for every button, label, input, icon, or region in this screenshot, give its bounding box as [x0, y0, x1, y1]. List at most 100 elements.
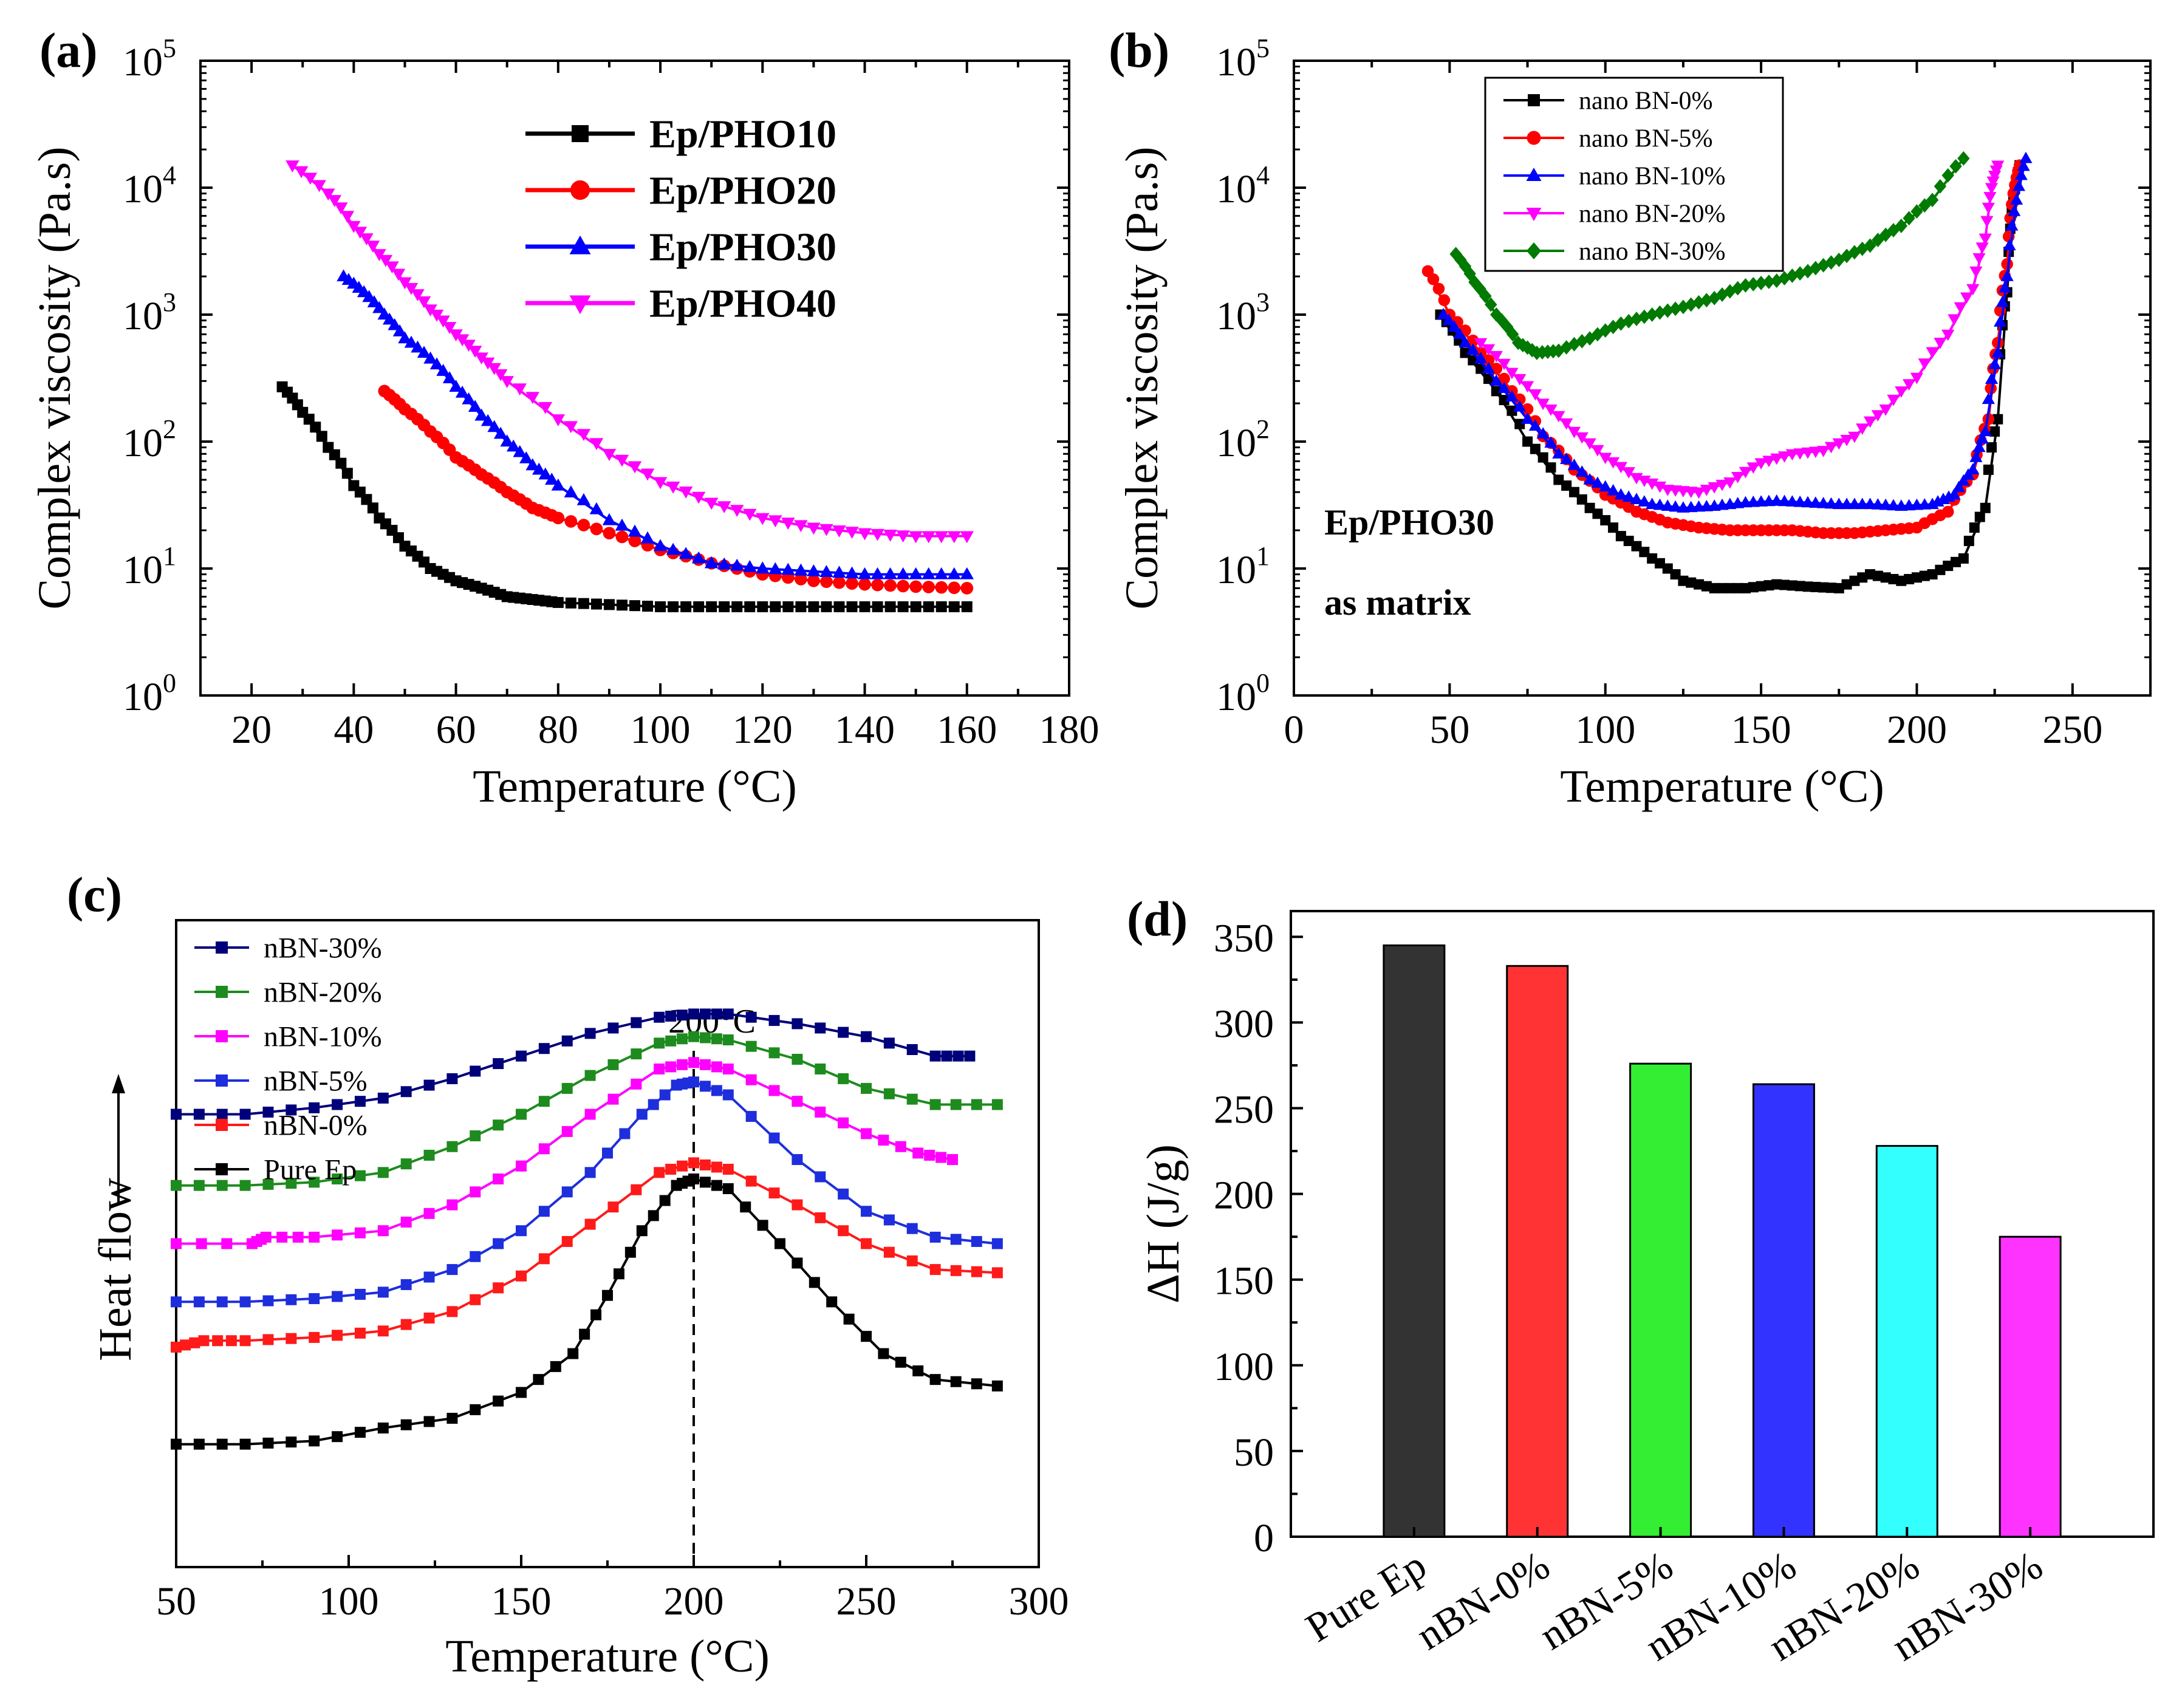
- legend-marker: [1527, 242, 1541, 259]
- data-point: [564, 515, 578, 528]
- data-point: [1528, 389, 1542, 401]
- series-nano-bn-20-: [1474, 160, 2005, 499]
- data-point: [1927, 569, 1938, 580]
- data-point: [1969, 522, 1980, 533]
- data-point: [1980, 216, 1994, 228]
- legend-label: nano BN-20%: [1579, 200, 1725, 228]
- data-point: [584, 1070, 596, 1081]
- data-point: [1614, 488, 1627, 500]
- data-point: [960, 531, 974, 544]
- data-point: [1615, 531, 1626, 542]
- data-point: [310, 422, 321, 433]
- data-point: [1801, 264, 1814, 279]
- x-tick-label: 100: [319, 1579, 379, 1624]
- data-point: [590, 522, 603, 536]
- data-point: [1646, 497, 1659, 510]
- data-point: [377, 1225, 389, 1237]
- legend-entry: nano BN-5%: [1503, 125, 1712, 152]
- data-point: [216, 1180, 228, 1191]
- data-point: [1732, 582, 1743, 593]
- data-point: [354, 1096, 366, 1107]
- data-point: [1809, 446, 1822, 459]
- data-point: [782, 601, 794, 612]
- data-point: [193, 1438, 205, 1450]
- data-point: [1992, 414, 2003, 425]
- data-point: [838, 1117, 849, 1129]
- data-point: [815, 1171, 826, 1183]
- data-point: [449, 329, 463, 342]
- legend-marker: [216, 1119, 228, 1131]
- data-point: [2017, 159, 2030, 171]
- data-point: [861, 1206, 872, 1217]
- data-point: [699, 1032, 711, 1044]
- data-point: [699, 1008, 711, 1020]
- data-point: [691, 551, 706, 564]
- y-tick-label: 101: [1216, 541, 1270, 592]
- data-point: [819, 524, 833, 536]
- x-tick-label: 250: [836, 1579, 897, 1624]
- data-point: [1887, 394, 1900, 406]
- data-point: [1863, 416, 1877, 428]
- data-point: [417, 296, 431, 309]
- data-point: [677, 1009, 688, 1021]
- data-point: [603, 527, 616, 540]
- data-point: [1606, 483, 1620, 496]
- data-point: [576, 493, 591, 505]
- x-tick-label: 200: [1887, 708, 1947, 752]
- data-point: [1787, 580, 1797, 591]
- data-point: [1536, 427, 1550, 439]
- data-point: [722, 1089, 734, 1101]
- data-point: [525, 458, 540, 471]
- data-point: [781, 562, 795, 575]
- data-point: [260, 1231, 272, 1243]
- data-point: [1576, 494, 1587, 505]
- legend-entry: nBN-10%: [194, 1020, 382, 1053]
- data-point: [516, 1050, 527, 1062]
- data-point: [607, 1059, 619, 1070]
- data-point: [354, 1327, 366, 1339]
- data-point: [1960, 292, 1974, 304]
- data-point: [1623, 536, 1634, 547]
- data-point: [470, 1130, 481, 1141]
- data-point: [883, 1088, 895, 1099]
- data-point: [590, 1309, 602, 1320]
- data-point: [545, 473, 559, 485]
- data-point: [1771, 579, 1782, 590]
- data-point: [1778, 271, 1791, 285]
- data-point: [2005, 219, 2019, 231]
- y-axis-label: ΔH (J/g): [1138, 1144, 1189, 1303]
- data-point: [417, 346, 431, 358]
- data-point: [1630, 312, 1643, 326]
- data-point: [677, 1033, 688, 1045]
- data-point: [781, 518, 795, 530]
- data-point: [950, 1265, 962, 1276]
- legend-marker: [1526, 208, 1542, 221]
- data-point: [329, 449, 340, 460]
- data-point: [1545, 462, 1556, 473]
- data-point: [1801, 447, 1814, 459]
- data-point: [895, 1356, 906, 1368]
- data-point: [1717, 582, 1728, 593]
- bar: [1752, 1083, 1815, 1538]
- data-point: [1530, 443, 1541, 454]
- data-point: [711, 1008, 722, 1020]
- data-point: [378, 254, 393, 267]
- legend-entry: Ep/PHO20: [525, 168, 836, 213]
- data-point: [1622, 490, 1635, 502]
- data-point: [442, 322, 457, 334]
- data-point: [929, 1099, 941, 1110]
- data-point: [929, 1264, 941, 1276]
- data-point: [1432, 282, 1445, 295]
- data-point: [631, 1048, 642, 1060]
- legend-entry: nBN-20%: [194, 976, 382, 1008]
- data-point: [666, 481, 680, 494]
- legend-label: nBN-20%: [264, 976, 382, 1008]
- data-point: [744, 601, 756, 612]
- data-point: [584, 1218, 596, 1230]
- data-point: [665, 1035, 677, 1047]
- data-point: [832, 525, 846, 538]
- data-point: [171, 1296, 182, 1308]
- y-tick-label: 105: [123, 33, 176, 84]
- data-point: [1479, 289, 1492, 304]
- data-point: [909, 580, 922, 593]
